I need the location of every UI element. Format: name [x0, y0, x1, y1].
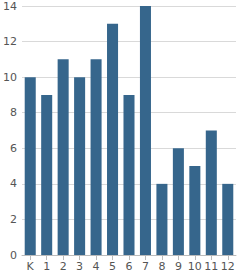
svg-text:5: 5: [109, 260, 116, 273]
svg-text:8: 8: [10, 106, 17, 119]
svg-text:6: 6: [125, 260, 132, 273]
svg-text:7: 7: [142, 260, 149, 273]
svg-text:12: 12: [221, 260, 235, 273]
svg-text:6: 6: [10, 142, 17, 155]
svg-text:K: K: [27, 260, 35, 273]
svg-text:14: 14: [3, 0, 17, 13]
svg-text:0: 0: [10, 249, 17, 262]
svg-text:8: 8: [158, 260, 165, 273]
svg-text:10: 10: [188, 260, 202, 273]
svg-text:1: 1: [43, 260, 50, 273]
svg-text:2: 2: [60, 260, 67, 273]
svg-text:12: 12: [3, 35, 17, 48]
svg-text:9: 9: [175, 260, 182, 273]
svg-text:4: 4: [10, 177, 17, 190]
svg-text:3: 3: [76, 260, 83, 273]
svg-text:11: 11: [204, 260, 218, 273]
svg-text:10: 10: [3, 71, 17, 84]
svg-text:4: 4: [93, 260, 100, 273]
svg-text:2: 2: [10, 213, 17, 226]
